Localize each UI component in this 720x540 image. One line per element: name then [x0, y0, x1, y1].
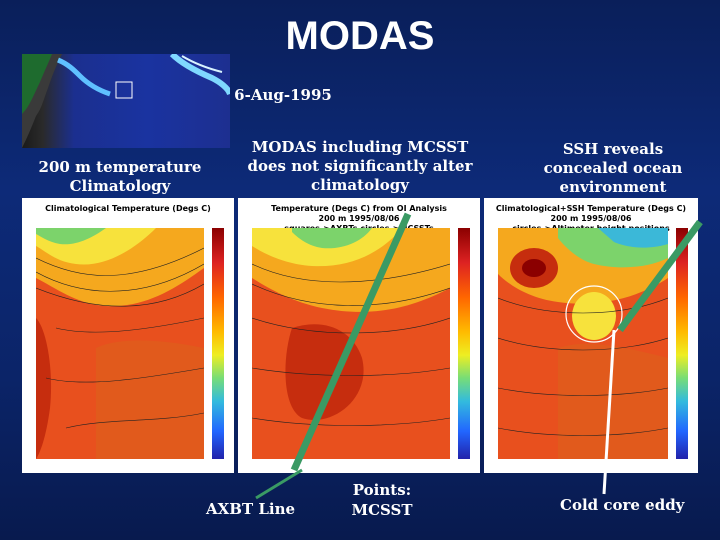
- axbt-line-mark: [290, 212, 412, 472]
- inset-map-image: [22, 51, 233, 148]
- points-mcsst-label: Points: MCSST: [351, 481, 413, 519]
- panel-ssh: Climatological+SSH Temperature (Degs C) …: [484, 198, 698, 473]
- ssh-green-line: [617, 219, 703, 333]
- ssh-colorbar: [676, 228, 688, 459]
- caption-middle: MODAS including MCSST does not significa…: [247, 138, 473, 194]
- ssh-map: [498, 228, 668, 459]
- axbt-pointer: [255, 468, 303, 500]
- axbt-line-label: AXBT Line: [206, 500, 296, 518]
- date-label: 6-Aug-1995: [234, 86, 332, 104]
- climatology-map: [36, 228, 204, 459]
- slide-title: MODAS: [285, 14, 435, 58]
- caption-left: 200 m temperature Climatology: [38, 158, 202, 195]
- cold-core-eddy-label: Cold core eddy: [560, 496, 685, 514]
- caption-right: SSH reveals concealed ocean environment: [543, 140, 683, 196]
- inset-map-svg: [22, 51, 233, 148]
- panel-climatology: Climatological Temperature (Degs C): [22, 198, 234, 473]
- climatology-colorbar: [212, 228, 224, 459]
- panel-climatology-title: Climatological Temperature (Degs C): [45, 204, 211, 213]
- oi-analysis-colorbar: [458, 228, 470, 459]
- eddy-pointer: [602, 329, 616, 495]
